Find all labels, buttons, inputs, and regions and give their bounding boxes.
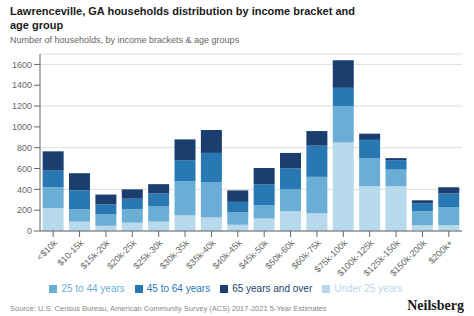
svg-text:200: 200	[17, 205, 32, 215]
html-text:Lawrenceville, GA households d: Lawrenceville, GA households distributio…	[10, 5, 355, 17]
svg-text:<$10k: <$10k	[35, 238, 60, 263]
svg-text:$10-15k: $10-15k	[55, 237, 86, 268]
html-text:Number of households, by incom: Number of households, by income brackets…	[10, 35, 240, 45]
svg-text:1000: 1000	[12, 122, 32, 132]
svg-text:1200: 1200	[12, 101, 32, 111]
svg-text:$40k-45k: $40k-45k	[210, 237, 244, 272]
svg-text:400: 400	[17, 185, 32, 195]
html-text:Source: U.S. Census Bureau, Am: Source: U.S. Census Bureau, American Com…	[10, 304, 327, 313]
svg-text:$75k-100k: $75k-100k	[312, 237, 350, 275]
svg-text:600: 600	[17, 164, 32, 174]
svg-text:$20k-25k: $20k-25k	[105, 237, 139, 272]
svg-text:$100k-125k: $100k-125k	[335, 237, 376, 279]
svg-text:1600: 1600	[12, 60, 32, 70]
svg-text:$200k+: $200k+	[427, 238, 455, 266]
html-text:65 years and over: 65 years and over	[232, 283, 313, 294]
svg-text:$50k-60k: $50k-60k	[263, 237, 297, 272]
html-text:25 to 44 years: 25 to 44 years	[61, 283, 125, 294]
html-text:Under 25 years: Under 25 years	[334, 283, 403, 294]
svg-text:$25k-30k: $25k-30k	[131, 237, 165, 272]
html-text:age group: age group	[10, 19, 64, 31]
html-text:45 to 64 years: 45 to 64 years	[146, 283, 211, 294]
svg-text:$15k-20k: $15k-20k	[78, 237, 112, 272]
svg-text:$60k-75k: $60k-75k	[289, 237, 323, 272]
svg-text:$30k-35k: $30k-35k	[157, 237, 191, 272]
svg-text:$45k-50k: $45k-50k	[236, 237, 271, 272]
svg-text:0: 0	[27, 226, 32, 236]
html-text:Neilsberg: Neilsberg	[407, 298, 464, 313]
svg-text:800: 800	[17, 143, 32, 153]
svg-text:$125k-150k: $125k-150k	[361, 237, 402, 279]
svg-text:1400: 1400	[12, 80, 32, 90]
svg-text:$150k-200k: $150k-200k	[388, 238, 429, 279]
svg-text:$35k-40k: $35k-40k	[184, 237, 218, 272]
